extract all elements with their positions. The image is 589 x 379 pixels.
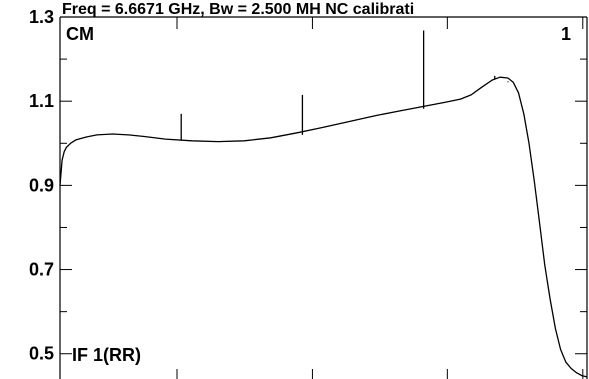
y-tick-label: 1.1	[29, 91, 54, 111]
bottom-left-label: IF 1(RR)	[72, 345, 141, 365]
corner-label-right: 1	[561, 24, 571, 44]
series-lines	[59, 76, 588, 378]
plot-frame	[59, 16, 588, 379]
y-axis-ticks: 0.5 0.7 0.9 1.1 1.3	[29, 7, 587, 364]
y-tick-label: 1.3	[29, 7, 54, 27]
y-tick-label: 0.9	[29, 175, 54, 195]
y-tick-label: 0.5	[29, 344, 54, 364]
corner-label-left: CM	[66, 24, 94, 44]
x-axis-ticks	[176, 17, 584, 379]
spike-markers	[180, 30, 509, 140]
series-line	[59, 76, 588, 378]
y-tick-label: 0.7	[29, 260, 54, 280]
chart-title: Freq = 6.6671 GHz, Bw = 2.500 MH NC cali…	[62, 1, 414, 18]
